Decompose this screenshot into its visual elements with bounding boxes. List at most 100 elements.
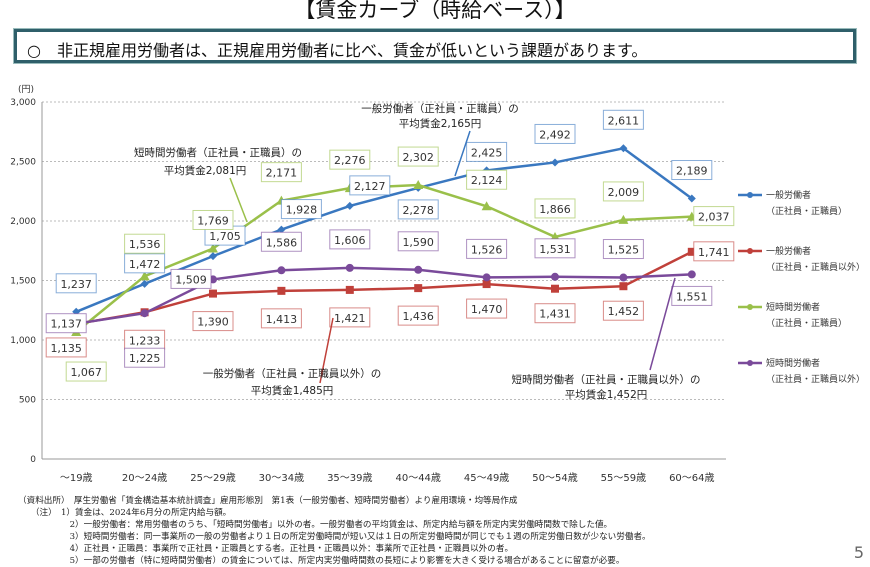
data-point [277,286,286,295]
annotation-text: 短時間労働者（正社員・正職員）の [134,146,302,159]
data-point [414,284,423,293]
legend-sublabel: （正社員・正職員） [766,317,847,329]
data-label-box [534,198,576,219]
data-label: 1,390 [197,316,229,329]
annotation-text: 一般労働者（正社員・正職員以外）の [203,367,382,380]
data-point [277,266,286,275]
y-tick-label: 2,000 [10,217,36,227]
data-label: 2,009 [608,186,640,199]
data-label-box [260,231,302,252]
data-label: 1,237 [60,278,92,291]
data-label: 2,124 [471,174,503,187]
series-line [76,266,692,325]
annotation-text: 平均賃金2,081円 [164,164,247,177]
data-label-box [349,175,391,196]
notes: （資料出所） 厚生労働省「賃金構造基本統計調査」雇用形態別 第1表（一般労働者、… [18,495,651,567]
legend-marker [747,248,753,254]
data-label: 1,536 [129,238,161,251]
data-label: 2,189 [676,165,708,178]
data-label-box [124,253,166,274]
data-label: 2,611 [608,114,640,127]
data-point [481,201,492,211]
data-label: 1,590 [402,236,434,249]
data-label: 1,472 [129,258,161,271]
data-point [482,273,491,282]
data-label-box [397,305,439,326]
series-line [75,250,693,326]
y-tick-label: 1,500 [10,277,36,287]
note-5: 5）一部の労働者（特に短時間労働者）の賃金については、所定内実労働時間数の長短に… [18,556,625,566]
data-point [345,285,354,294]
x-tick-label: 35～39歳 [327,472,372,484]
data-label-box [65,361,107,382]
data-label: 1,705 [209,230,241,243]
annotation-text: 平均賃金1,485円 [251,384,334,397]
data-label-box [329,307,371,328]
data-point [140,279,149,288]
data-point [139,271,150,281]
data-point [619,144,628,153]
y-tick-label: 500 [19,396,36,406]
data-label: 2,037 [698,211,730,224]
x-tick-label: 20～24歳 [122,472,167,484]
data-label-box [45,313,87,334]
data-label-box [671,160,713,181]
legend-sublabel: （正社員・正職員） [766,205,847,217]
data-label-box [397,146,439,167]
data-label: 2,171 [266,167,298,180]
data-point [140,309,149,318]
data-label: 1,452 [608,305,640,318]
data-label-box [397,199,439,220]
data-label: 1,551 [676,290,708,303]
data-label-box [55,273,97,294]
note-3: 3）短時間労働者：同一事業所の一般の労働者より１日の所定労働時間が短い又は１日の… [18,532,651,542]
data-label: 1,866 [539,203,571,216]
legend-sublabel: （正社員・正職員以外） [766,261,865,273]
data-label-box [466,238,508,259]
data-label: 1,413 [266,313,298,326]
wage-curve-chart: 0 500 1,000 1,500 2,000 2,500 3,000 (円) ～19歳 20～2… [10,84,865,484]
data-label: 1,741 [698,246,730,259]
annotation-text: 短時間労働者（正社員・正職員以外）の [512,373,701,386]
data-label: 2,302 [402,151,434,164]
note-4: 4）正社員・正職員：事業所で正社員・正職員とする者。正社員・正職員以外：事業所で… [18,544,514,554]
data-label: 1,470 [471,303,503,316]
legend-label: 一般労働者 [766,189,811,201]
y-tick-label: 0 [30,455,36,465]
data-label: 1,431 [539,308,571,321]
data-label-box [124,233,166,254]
data-label-box [45,337,87,358]
data-label-box [466,298,508,319]
note-1: （注） 1）賃金は、2024年6月分の所定内給与額。 [18,508,232,518]
legend-marker [747,304,753,310]
data-point [687,194,696,203]
data-point [687,270,696,279]
data-point [687,247,696,256]
data-label: 1,531 [539,243,571,256]
data-label-box [397,231,439,252]
data-label: 1,526 [471,243,503,256]
data-label-box [602,181,644,202]
data-label: 1,928 [286,204,318,217]
legend-marker [747,192,753,198]
data-label-box [602,109,644,130]
y-tick-label: 3,000 [10,98,36,108]
data-point [551,272,559,281]
data-point [345,263,354,272]
data-point [209,289,217,298]
data-point [414,265,423,274]
data-label: 1,606 [334,234,366,247]
data-label-box [329,229,371,250]
data-label: 2,425 [471,146,503,159]
legend-marker [747,360,753,366]
annotation-arrow [649,277,676,371]
summary-banner: ○ 非正規雇用労働者は、正規雇用労働者に比べ、賃金が低いという課題があります。 [14,29,856,63]
legend-label: 一般労働者 [766,245,811,257]
data-label-box [466,169,508,190]
x-tick-label: 45～49歳 [464,472,509,484]
data-label: 2,278 [402,204,434,217]
data-point [209,252,217,261]
x-tick-label: 30～34歳 [259,472,304,484]
data-point [619,282,628,291]
data-label: 1,421 [334,312,366,325]
